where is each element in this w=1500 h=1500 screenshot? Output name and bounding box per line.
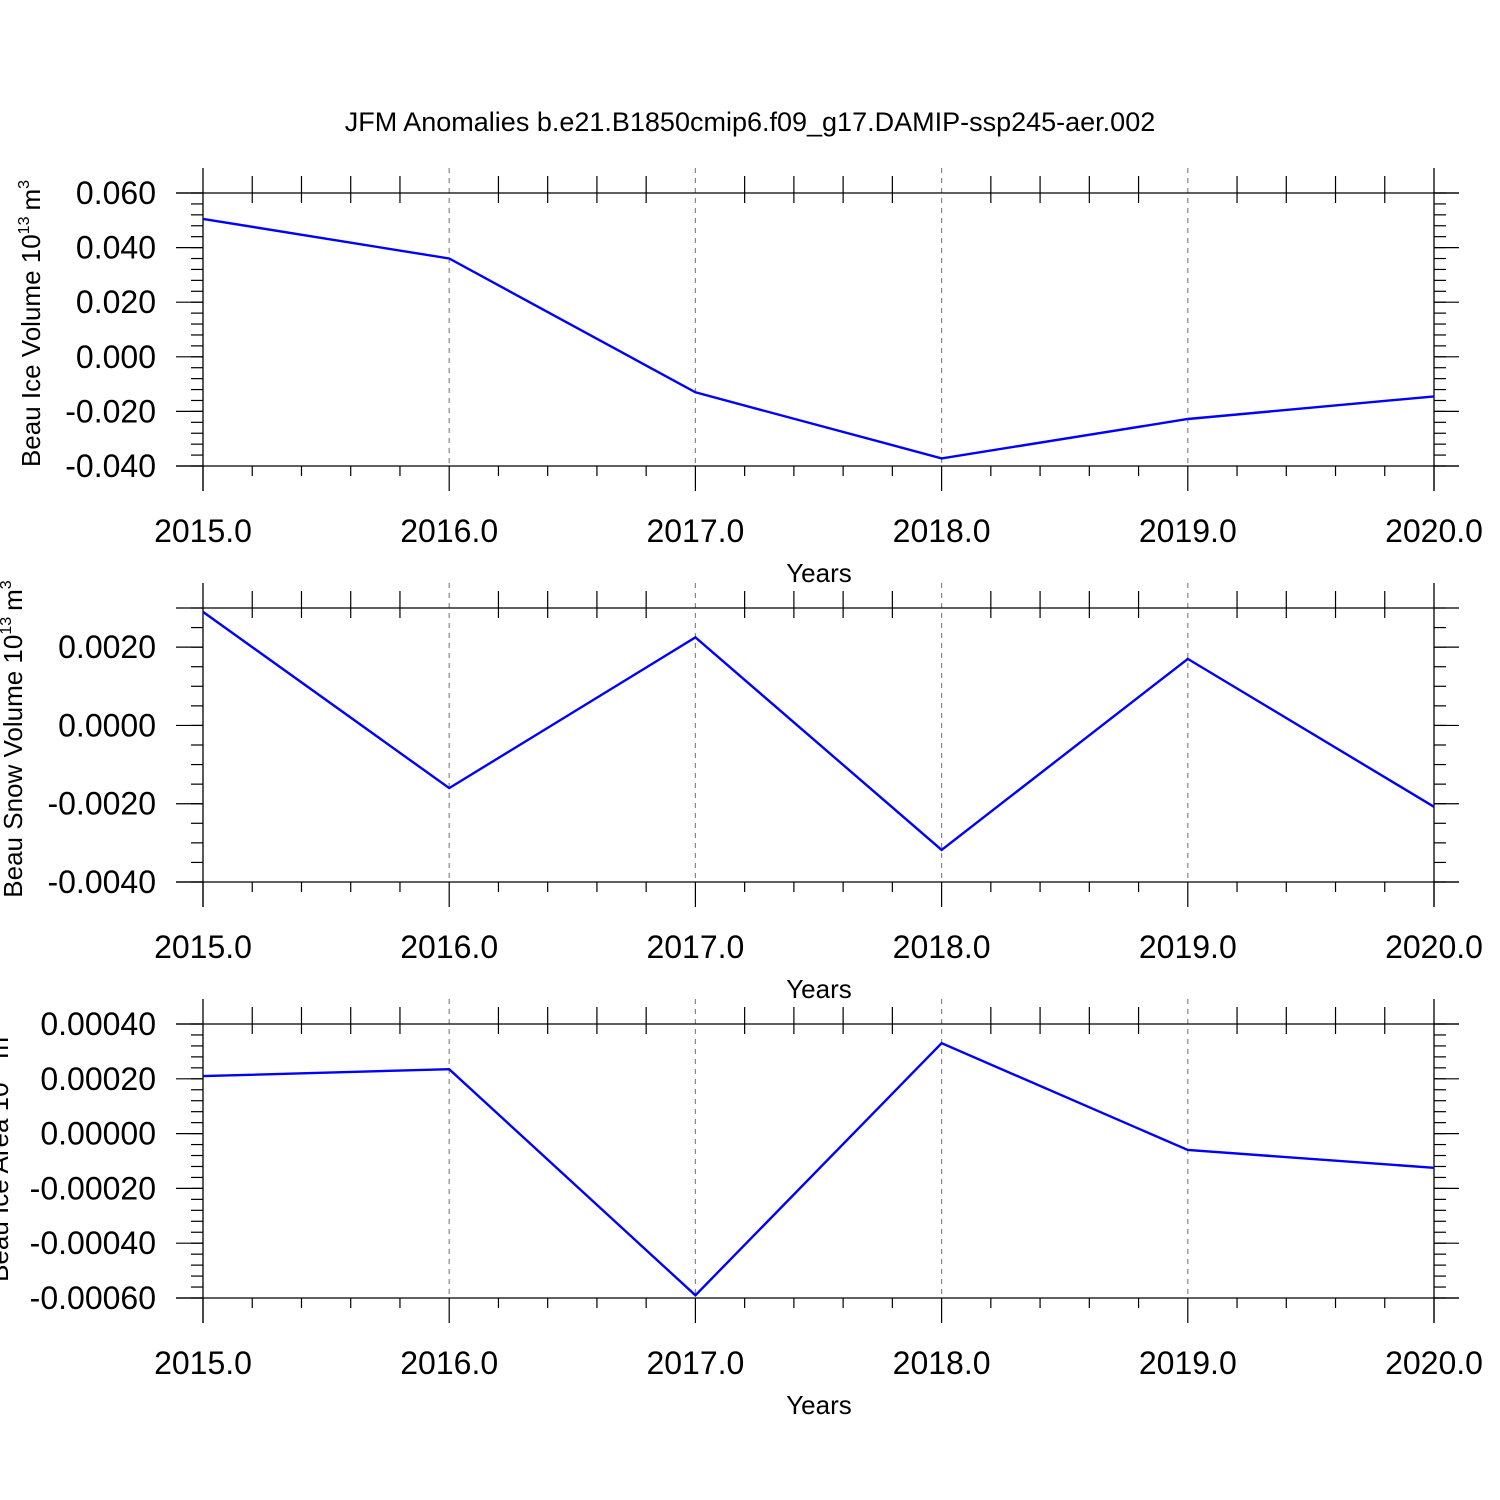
x-tick-label: 2015.0 [154,929,252,965]
y-axis-title-unit: m [0,1037,14,1059]
y-axis-title-unit-exponent: 3 [0,580,15,589]
x-axis-title: Years [786,558,852,588]
x-tick-label: 2017.0 [646,1345,744,1381]
y-axis-title-text: Beau Snow Volume 10 [0,635,28,898]
y-axis-title: Beau Ice Volume 1013 m3 [16,180,46,467]
y-tick-label: -0.0020 [47,786,156,822]
panel-1: 2015.0 2016.0 2017.0 2018.0 2019.0 2020.0 Year… [16,168,1483,588]
x-tick-label: 2020.0 [1385,1345,1483,1381]
y-tick-label: 0.040 [76,230,156,266]
y-tick-label: -0.00020 [30,1170,156,1206]
y-axis-title-text: Beau Ice Area 10 [0,1082,14,1281]
y-tick-label: 0.00020 [40,1061,156,1097]
y-axis-title-unit-exponent: 2 [0,1028,1,1037]
figure-title: JFM Anomalies b.e21.B1850cmip6.f09_g17.D… [345,107,1155,137]
y-tick-label: -0.00040 [30,1225,156,1261]
x-tick-label: 2016.0 [400,929,498,965]
y-tick-label: -0.00060 [30,1280,156,1316]
x-tick-label: 2016.0 [400,1345,498,1381]
x-tick-label: 2015.0 [154,513,252,549]
x-tick-label: 2015.0 [154,1345,252,1381]
y-tick-label: 0.000 [76,339,156,375]
series-line [202,217,1435,460]
panel-3: 2015.0 2016.0 2017.0 2018.0 2019.0 2020.0 Year… [0,999,1483,1420]
x-tick-label: 2018.0 [893,929,991,965]
series-line [202,1041,1435,1297]
y-axis-title: Beau Snow Volume 1013 m3 [0,580,28,898]
y-axis-title-exponent: 13 [0,617,15,635]
x-tick-label: 2020.0 [1385,513,1483,549]
x-tick-label: 2019.0 [1139,1345,1237,1381]
x-tick-label: 2017.0 [646,929,744,965]
x-tick-label: 2018.0 [893,513,991,549]
y-tick-label: 0.0020 [58,629,156,665]
y-tick-label: 0.00000 [40,1116,156,1152]
y-tick-label: -0.0040 [47,864,156,900]
y-tick-label: 0.0000 [58,707,156,743]
y-tick-label: 0.060 [76,175,156,211]
y-tick-label: -0.040 [65,448,156,484]
x-axis-title: Years [786,1390,852,1420]
y-tick-label: 0.00040 [40,1006,156,1042]
y-axis-title-unit: m [0,589,28,611]
x-tick-label: 2017.0 [646,513,744,549]
y-axis-title: Beau Ice Area 1013 m2 [0,1028,14,1282]
x-tick-label: 2016.0 [400,513,498,549]
y-tick-label: -0.020 [65,393,156,429]
y-axis-title-unit-exponent: 3 [16,180,33,189]
y-tick-label: 0.020 [76,284,156,320]
panel-2: 2015.0 2016.0 2017.0 2018.0 2019.0 2020.0 Year… [0,580,1483,1004]
y-axis-title-text: Beau Ice Volume 10 [16,234,46,467]
y-axis-title-unit: m [16,189,46,211]
panels: 2015.0 2016.0 2017.0 2018.0 2019.0 2020.0 Year… [0,168,1483,1420]
x-tick-label: 2018.0 [893,1345,991,1381]
y-axis-title-exponent: 13 [0,1065,1,1083]
series-line [202,610,1435,852]
x-tick-label: 2020.0 [1385,929,1483,965]
x-tick-label: 2019.0 [1139,929,1237,965]
x-axis-title: Years [786,974,852,1004]
x-tick-label: 2019.0 [1139,513,1237,549]
y-axis-title-exponent: 13 [16,216,33,234]
